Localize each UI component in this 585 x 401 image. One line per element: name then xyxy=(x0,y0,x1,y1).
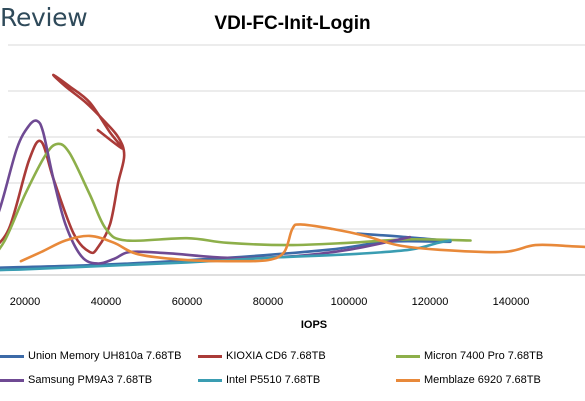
gridlines xyxy=(8,44,585,276)
legend-swatch xyxy=(396,378,420,382)
legend-label: Samsung PM9A3 7.68TB xyxy=(28,374,153,386)
legend-label: Intel P5510 7.68TB xyxy=(226,374,321,386)
legend-label: Memblaze 6920 7.68TB xyxy=(424,374,541,386)
legend: Union Memory UH810a 7.68TB KIOXIA CD6 7.6… xyxy=(0,348,585,401)
legend-label: Union Memory UH810a 7.68TB xyxy=(28,350,182,362)
x-tick-label: 20000 xyxy=(10,296,41,308)
legend-swatch xyxy=(0,354,24,358)
legend-swatch xyxy=(198,354,222,358)
site-logo: Review xyxy=(0,3,88,32)
series-line-2 xyxy=(0,73,126,255)
x-tick-label: 100000 xyxy=(331,296,368,308)
legend-label: Micron 7400 Pro 7.68TB xyxy=(424,350,544,362)
series-line-3 xyxy=(0,142,472,251)
legend-item: Union Memory UH810a 7.68TB xyxy=(0,348,181,364)
legend-item: Intel P5510 7.68TB xyxy=(198,372,320,388)
x-tick-label: 60000 xyxy=(172,296,203,308)
legend-item: KIOXIA CD6 7.68TB xyxy=(198,348,326,364)
chart-title: VDI-FC-Init-Login xyxy=(214,13,371,34)
x-tick-labels: 200004000060000800001000001200001400001 xyxy=(10,296,530,308)
legend-label: KIOXIA CD6 7.68TB xyxy=(226,350,326,362)
legend-swatch xyxy=(198,378,222,382)
line-chart: 200004000060000800001000001200001400001 … xyxy=(0,44,585,331)
legend-item: Micron 7400 Pro 7.68TB xyxy=(396,348,543,364)
series-lines xyxy=(0,73,585,272)
legend-swatch xyxy=(396,354,420,358)
series-line-5 xyxy=(0,239,452,272)
x-tick-label: 40000 xyxy=(91,296,122,308)
legend-item: Memblaze 6920 7.68TB xyxy=(396,372,541,388)
x-tick-label: 80000 xyxy=(253,296,284,308)
x-tick-label: 140000 xyxy=(493,296,530,308)
series-line-6 xyxy=(19,223,585,263)
legend-item: Samsung PM9A3 7.68TB xyxy=(0,372,152,388)
legend-swatch xyxy=(0,378,24,382)
x-tick-label: 120000 xyxy=(412,296,449,308)
x-axis-label: IOPS xyxy=(301,319,327,331)
